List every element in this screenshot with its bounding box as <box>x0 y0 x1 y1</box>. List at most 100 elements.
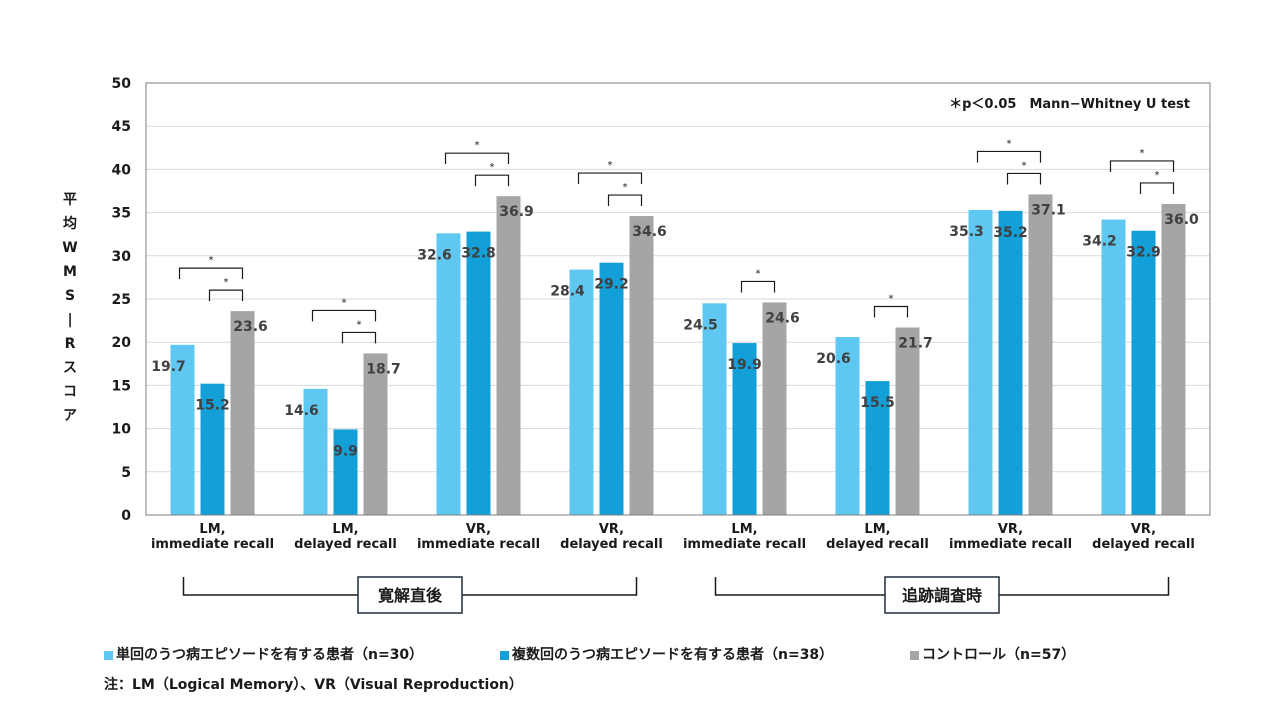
bar <box>303 388 328 515</box>
significance-bracket <box>341 331 377 344</box>
significance-marker: * <box>224 277 229 288</box>
bar <box>998 210 1023 515</box>
group-label: 寛解直後 <box>378 586 443 605</box>
y-axis-label-char: M <box>63 264 77 280</box>
data-label: 35.2 <box>993 225 1028 241</box>
legend-item-control: コントロール（n=57） <box>910 644 1075 664</box>
bar <box>762 302 787 515</box>
group-label-box <box>884 576 1000 614</box>
y-axis-label-char: W <box>62 240 77 256</box>
bar <box>702 303 727 515</box>
significance-bracket <box>873 305 909 318</box>
data-label: 15.2 <box>195 398 230 414</box>
y-tick-label: 45 <box>112 119 131 135</box>
significance-bracket <box>1139 182 1175 194</box>
legend-item-multiple-episodes: 複数回のうつ病エピソードを有する患者（n=38） <box>500 644 833 664</box>
data-label: 24.6 <box>765 310 800 326</box>
significance-bracket <box>208 289 244 302</box>
bar <box>436 233 461 515</box>
data-label: 21.7 <box>898 336 933 352</box>
y-tick-label: 10 <box>112 422 132 438</box>
group-label-box <box>357 576 463 614</box>
bar <box>466 231 491 515</box>
category-label-line1: VR, <box>1131 522 1156 537</box>
significance-marker: * <box>1007 138 1012 149</box>
data-label: 29.2 <box>594 277 629 293</box>
data-label: 9.9 <box>333 443 358 459</box>
bar <box>200 383 225 515</box>
data-label: 20.6 <box>816 351 851 367</box>
legend-label-multiple-episodes: 複数回のうつ病エピソードを有する患者（n=38） <box>512 647 834 663</box>
data-label: 36.0 <box>1164 212 1199 228</box>
bar <box>1028 194 1053 515</box>
category-label-line2: delayed recall <box>826 537 929 552</box>
significance-bracket <box>607 194 643 207</box>
significance-marker: * <box>889 294 894 305</box>
data-label: 18.7 <box>366 361 401 377</box>
significance-marker: * <box>608 160 613 171</box>
data-label: 32.8 <box>461 246 496 262</box>
data-label: 34.6 <box>632 224 667 240</box>
significance-bracket <box>1109 160 1175 172</box>
legend-label-single-episode: 単回のうつ病エピソードを有する患者（n=30） <box>116 647 424 663</box>
category-label-line2: immediate recall <box>949 537 1072 552</box>
y-tick-label: 30 <box>112 249 132 265</box>
significance-bracket <box>740 280 776 293</box>
bar <box>363 353 388 515</box>
y-axis-label-char: 均 <box>63 215 77 232</box>
legend-swatch-single-episode <box>104 651 113 660</box>
category-label-line2: immediate recall <box>151 537 274 552</box>
category-label-line1: LM, <box>332 522 358 537</box>
bar <box>1161 203 1186 515</box>
category-label-line2: delayed recall <box>560 537 663 552</box>
data-label: 19.9 <box>727 357 762 373</box>
data-label: 19.7 <box>151 359 186 375</box>
legend-item-single-episode: 単回のうつ病エピソードを有する患者（n=30） <box>104 644 423 664</box>
bar <box>170 344 195 515</box>
significance-marker: * <box>342 297 347 308</box>
data-label: 14.6 <box>284 403 319 419</box>
bar <box>835 337 860 515</box>
y-axis-label-char: S <box>65 288 75 304</box>
significance-bracket <box>178 267 244 280</box>
bar <box>1101 219 1126 515</box>
y-axis-label-char: R <box>65 336 76 352</box>
significance-bracket <box>474 174 510 187</box>
bars <box>170 194 1186 515</box>
significance-bracket <box>311 309 377 322</box>
significance-marker: * <box>623 182 628 193</box>
category-label-line1: VR, <box>998 522 1023 537</box>
category-label-line1: LM, <box>731 522 757 537</box>
y-tick-label: 0 <box>121 508 131 524</box>
y-tick-label: 5 <box>121 465 131 481</box>
y-axis-label-char: コ <box>63 384 77 400</box>
bar <box>1131 230 1156 515</box>
y-tick-label: 40 <box>112 162 132 178</box>
y-axis-label-char: ア <box>63 408 77 424</box>
category-label-line2: delayed recall <box>1092 537 1195 552</box>
significance-marker: * <box>1140 148 1145 159</box>
bar <box>333 429 358 515</box>
data-label: 32.9 <box>1126 245 1161 261</box>
group-brackets: 寛解直後 追跡調査時 <box>182 576 1170 614</box>
significance-marker: * <box>756 268 761 279</box>
significance-bracket <box>577 172 643 185</box>
data-label: 32.6 <box>417 247 452 263</box>
category-label-line2: immediate recall <box>417 537 540 552</box>
bar <box>732 343 757 515</box>
data-label: 23.6 <box>233 319 268 335</box>
significance-marker: * <box>1022 160 1027 171</box>
significance-marker: * <box>490 162 495 173</box>
data-labels: 19.7 14.6 32.6 28.4 24.5 20.6 35.3 34.2 15.2 9.9 3… <box>151 202 1199 459</box>
bar <box>569 269 594 515</box>
significance-marker: * <box>475 140 480 151</box>
significance-marker: * <box>357 319 362 330</box>
bar <box>895 327 920 515</box>
bar <box>599 262 624 515</box>
bar <box>496 196 521 515</box>
data-label: 36.9 <box>499 204 534 220</box>
data-label: 15.5 <box>860 395 895 411</box>
y-axis-ticks: 0 5 10 15 20 25 30 35 40 45 50 <box>112 76 132 524</box>
